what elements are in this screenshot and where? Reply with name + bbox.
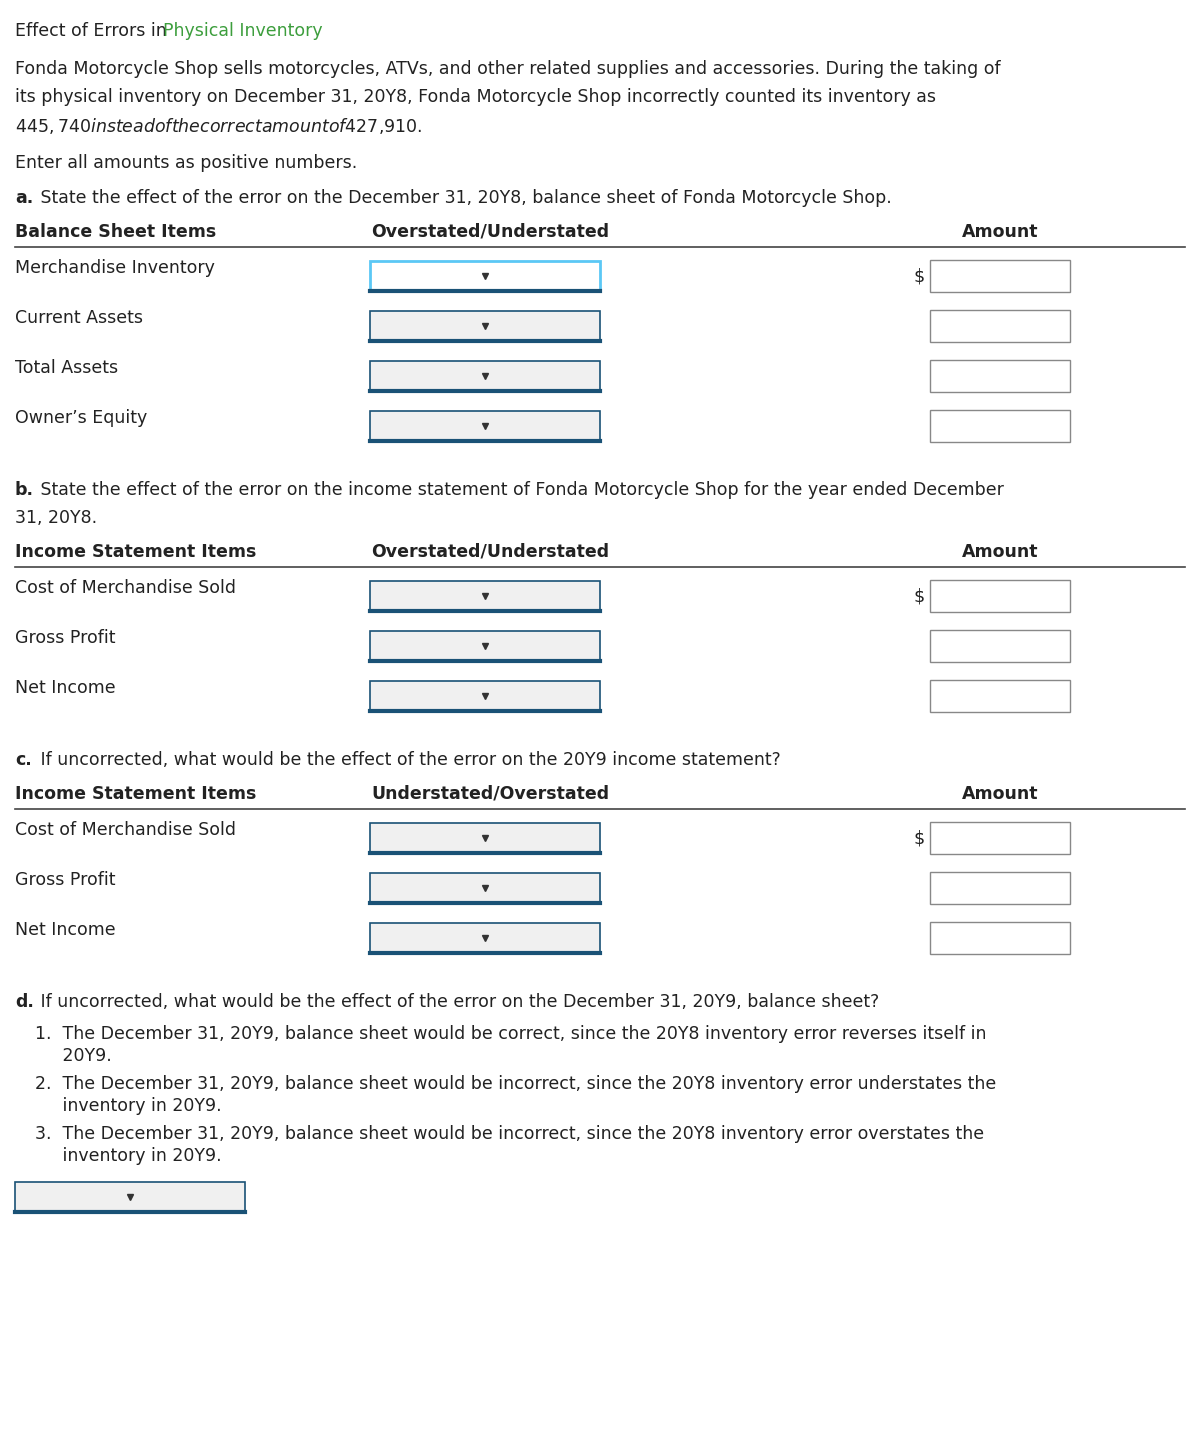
Text: a.: a.	[14, 189, 34, 207]
Text: Overstated/Understated: Overstated/Understated	[371, 543, 610, 562]
Text: Current Assets: Current Assets	[14, 309, 143, 326]
Bar	[930, 311, 1070, 342]
Text: Income Statement Items: Income Statement Items	[14, 543, 257, 562]
Bar	[930, 921, 1070, 953]
Text: Amount: Amount	[961, 543, 1038, 562]
Text: Enter all amounts as positive numbers.: Enter all amounts as positive numbers.	[14, 154, 358, 173]
Text: Gross Profit: Gross Profit	[14, 871, 115, 889]
Text: Income Statement Items: Income Statement Items	[14, 785, 257, 802]
Text: Total Assets: Total Assets	[14, 358, 118, 377]
Text: $: $	[913, 588, 925, 605]
Text: Fonda Motorcycle Shop sells motorcycles, ATVs, and other related supplies and ac: Fonda Motorcycle Shop sells motorcycles,…	[14, 59, 1001, 78]
Text: Merchandise Inventory: Merchandise Inventory	[14, 258, 215, 277]
Text: 1.  The December 31, 20Y9, balance sheet would be correct, since the 20Y8 invent: 1. The December 31, 20Y9, balance sheet …	[35, 1024, 986, 1043]
Bar	[930, 411, 1070, 443]
Text: Cost of Merchandise Sold: Cost of Merchandise Sold	[14, 579, 236, 596]
Text: $: $	[913, 829, 925, 847]
Text: Overstated/Understated: Overstated/Understated	[371, 223, 610, 241]
Bar	[370, 311, 600, 341]
Bar	[370, 411, 600, 441]
Text: Gross Profit: Gross Profit	[14, 628, 115, 647]
Text: $: $	[913, 267, 925, 284]
Text: Understated/Overstated: Understated/Overstated	[371, 785, 610, 802]
Text: Net Income: Net Income	[14, 679, 115, 696]
Text: its physical inventory on December 31, 20Y8, Fonda Motorcycle Shop incorrectly c: its physical inventory on December 31, 2…	[14, 89, 936, 106]
Text: If uncorrected, what would be the effect of the error on the 20Y9 income stateme: If uncorrected, what would be the effect…	[35, 752, 781, 769]
Bar	[370, 681, 600, 711]
Text: b.: b.	[14, 480, 34, 499]
Text: Amount: Amount	[961, 785, 1038, 802]
Text: Net Income: Net Income	[14, 921, 115, 939]
Bar	[930, 823, 1070, 855]
Bar	[370, 631, 600, 662]
Text: Owner’s Equity: Owner’s Equity	[14, 409, 148, 427]
Text: Balance Sheet Items: Balance Sheet Items	[14, 223, 216, 241]
Bar	[370, 261, 600, 292]
Bar	[930, 630, 1070, 662]
Text: State the effect of the error on the income statement of Fonda Motorcycle Shop f: State the effect of the error on the inc…	[35, 480, 1004, 499]
Text: State the effect of the error on the December 31, 20Y8, balance sheet of Fonda M: State the effect of the error on the Dec…	[35, 189, 892, 207]
Text: 20Y9.: 20Y9.	[35, 1048, 112, 1065]
Bar	[370, 923, 600, 953]
Bar	[370, 823, 600, 853]
Bar	[930, 360, 1070, 392]
Text: c.: c.	[14, 752, 31, 769]
Text: 2.  The December 31, 20Y9, balance sheet would be incorrect, since the 20Y8 inve: 2. The December 31, 20Y9, balance sheet …	[35, 1075, 996, 1093]
Text: 31, 20Y8.: 31, 20Y8.	[14, 509, 97, 527]
Bar	[930, 580, 1070, 612]
Bar	[930, 260, 1070, 292]
Bar	[930, 681, 1070, 712]
Bar	[370, 361, 600, 390]
Bar	[14, 1183, 245, 1212]
Text: If uncorrected, what would be the effect of the error on the December 31, 20Y9, : If uncorrected, what would be the effect…	[35, 992, 880, 1011]
Bar	[930, 872, 1070, 904]
Text: Effect of Errors in: Effect of Errors in	[14, 22, 173, 41]
Text: d.: d.	[14, 992, 34, 1011]
Text: Physical Inventory: Physical Inventory	[163, 22, 323, 41]
Text: inventory in 20Y9.: inventory in 20Y9.	[35, 1097, 222, 1114]
Text: Cost of Merchandise Sold: Cost of Merchandise Sold	[14, 821, 236, 839]
Text: Amount: Amount	[961, 223, 1038, 241]
Text: inventory in 20Y9.: inventory in 20Y9.	[35, 1146, 222, 1165]
Text: $445,740 instead of the correct amount of $427,910.: $445,740 instead of the correct amount o…	[14, 116, 422, 136]
Bar	[370, 580, 600, 611]
Text: 3.  The December 31, 20Y9, balance sheet would be incorrect, since the 20Y8 inve: 3. The December 31, 20Y9, balance sheet …	[35, 1125, 984, 1143]
Bar	[370, 874, 600, 903]
